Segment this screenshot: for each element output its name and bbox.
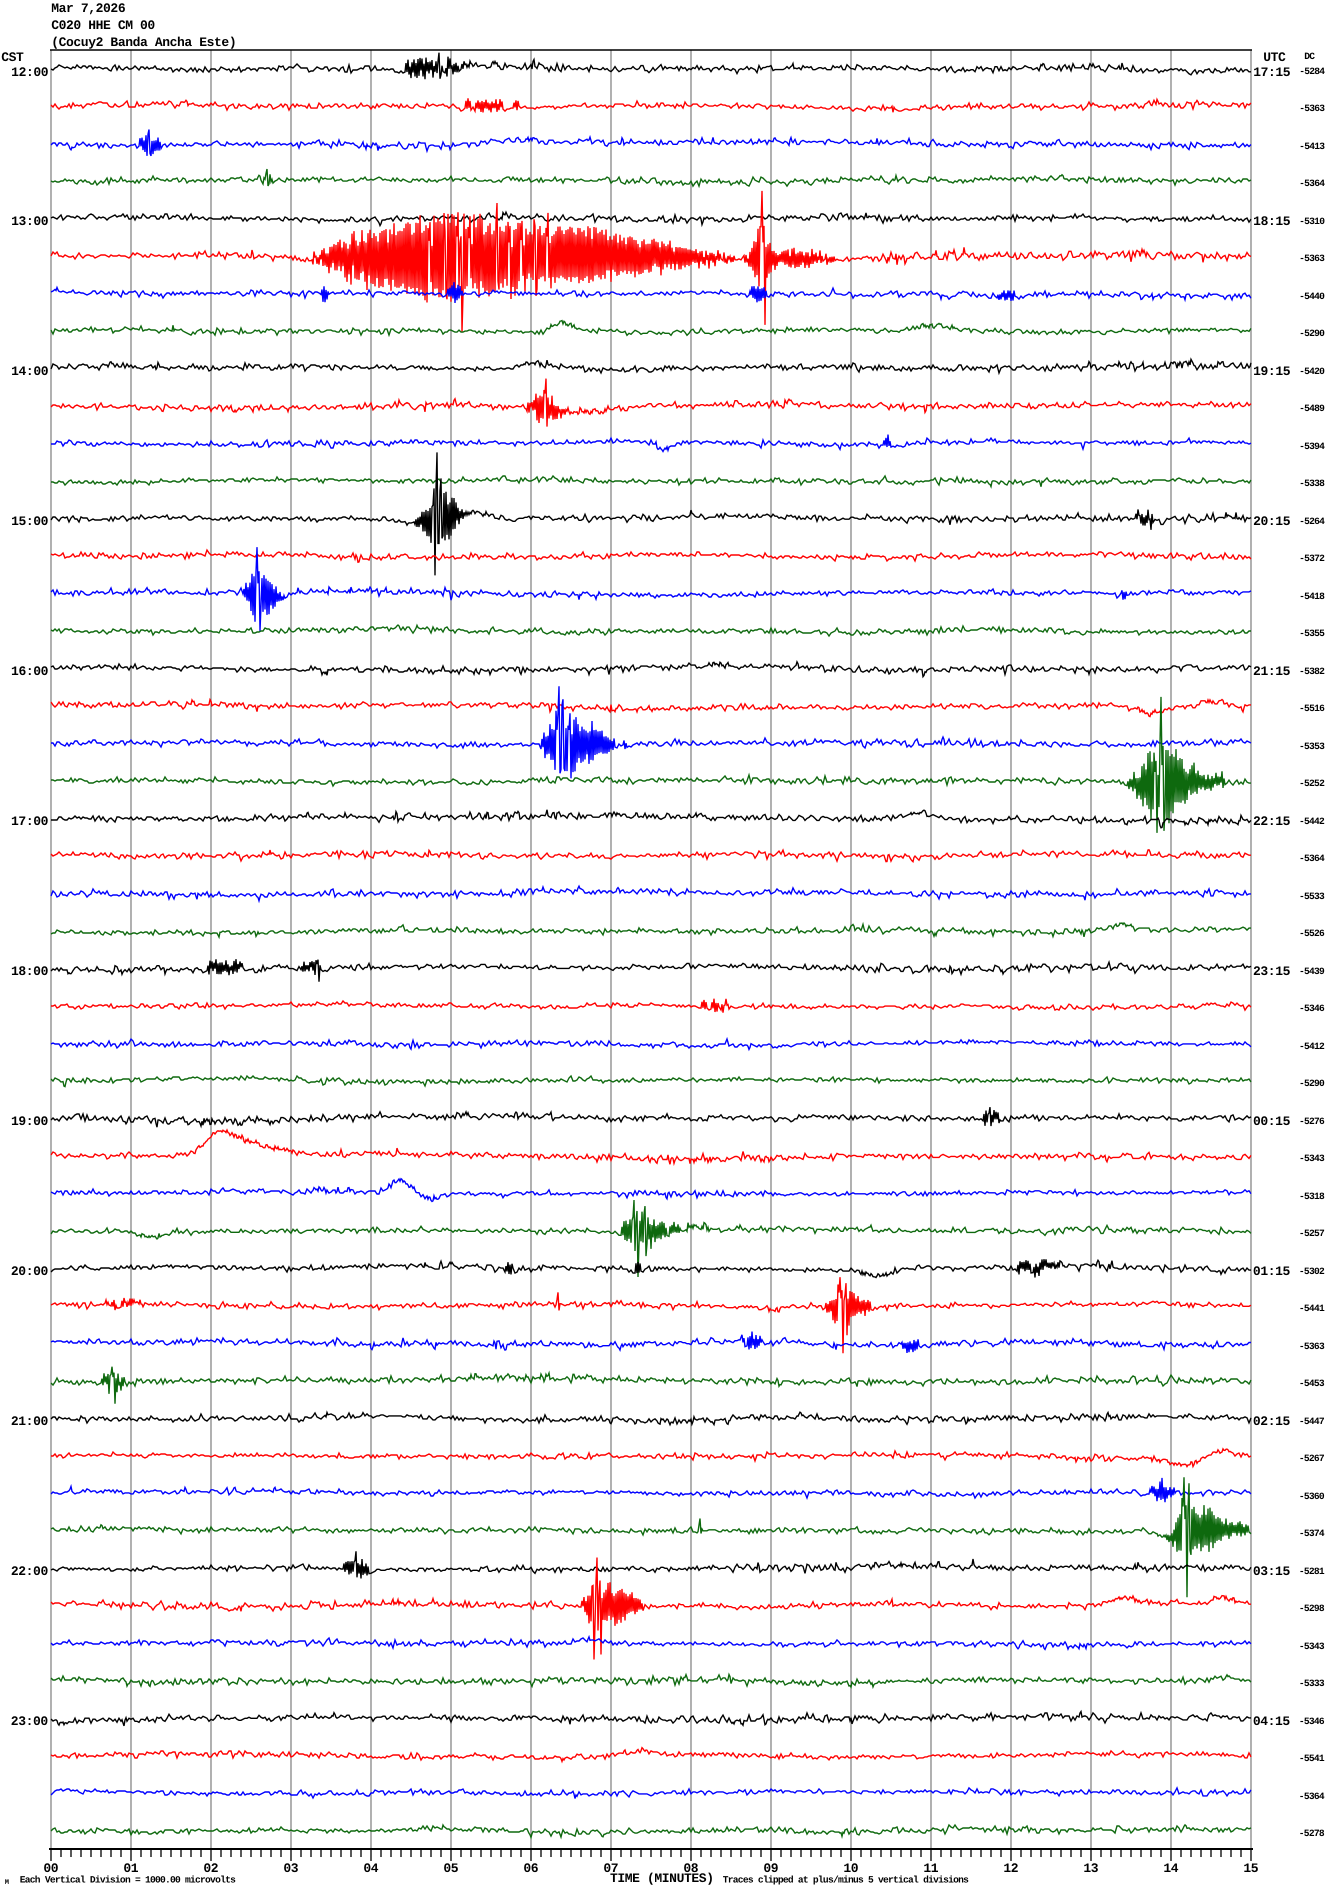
svg-text:C020 HHE CM 00: C020 HHE CM 00: [51, 18, 155, 33]
svg-text:11: 11: [923, 1861, 938, 1876]
svg-text:08: 08: [683, 1861, 698, 1876]
svg-text:-5343: -5343: [1299, 1153, 1325, 1164]
svg-text:-5418: -5418: [1299, 591, 1325, 602]
svg-text:-5489: -5489: [1299, 403, 1325, 414]
svg-text:-5363: -5363: [1299, 103, 1325, 114]
svg-text:M: M: [5, 1879, 9, 1887]
svg-text:-5318: -5318: [1299, 1191, 1325, 1202]
svg-text:20:15: 20:15: [1253, 514, 1291, 529]
svg-text:17:15: 17:15: [1253, 65, 1291, 80]
svg-text:-5364: -5364: [1299, 853, 1325, 864]
svg-text:18:15: 18:15: [1253, 214, 1291, 229]
svg-text:-5394: -5394: [1299, 441, 1325, 452]
svg-text:14: 14: [1163, 1861, 1178, 1876]
svg-text:-5310: -5310: [1299, 216, 1325, 227]
svg-text:01:15: 01:15: [1253, 1264, 1291, 1279]
svg-text:-5252: -5252: [1299, 778, 1325, 789]
svg-text:Each Vertical Division = 1000.: Each Vertical Division = 1000.00 microvo…: [20, 1874, 236, 1885]
svg-text:02: 02: [203, 1861, 218, 1876]
svg-text:04: 04: [363, 1861, 378, 1876]
svg-text:04:15: 04:15: [1253, 1714, 1291, 1729]
svg-text:15: 15: [1243, 1861, 1258, 1876]
svg-text:UTC: UTC: [1263, 50, 1286, 65]
svg-text:09: 09: [763, 1861, 778, 1876]
svg-text:-5372: -5372: [1299, 553, 1325, 564]
svg-text:-5516: -5516: [1299, 703, 1325, 714]
svg-text:23:15: 23:15: [1253, 964, 1291, 979]
svg-text:03: 03: [283, 1861, 298, 1876]
svg-text:(Cocuy2 Banda Ancha Este): (Cocuy2 Banda Ancha Este): [51, 35, 236, 50]
svg-text:21:00: 21:00: [11, 1414, 49, 1429]
svg-text:01: 01: [123, 1861, 138, 1876]
svg-text:-5363: -5363: [1299, 253, 1325, 264]
svg-text:19:00: 19:00: [11, 1114, 49, 1129]
svg-text:-5257: -5257: [1299, 1228, 1325, 1239]
svg-text:-5382: -5382: [1299, 666, 1325, 677]
svg-text:15:00: 15:00: [11, 514, 49, 529]
svg-text:13: 13: [1083, 1861, 1098, 1876]
svg-text:03:15: 03:15: [1253, 1564, 1291, 1579]
svg-text:-5363: -5363: [1299, 1341, 1325, 1352]
svg-text:00: 00: [43, 1861, 58, 1876]
svg-text:-5541: -5541: [1299, 1753, 1325, 1764]
svg-text:-5353: -5353: [1299, 741, 1325, 752]
svg-text:-5264: -5264: [1299, 516, 1325, 527]
svg-text:-5420: -5420: [1299, 366, 1325, 377]
svg-text:-5333: -5333: [1299, 1678, 1325, 1689]
svg-text:-5267: -5267: [1299, 1453, 1325, 1464]
svg-text:-5276: -5276: [1299, 1116, 1325, 1127]
svg-text:-5447: -5447: [1299, 1416, 1325, 1427]
svg-text:-5374: -5374: [1299, 1528, 1325, 1539]
svg-text:-5441: -5441: [1299, 1303, 1325, 1314]
svg-text:10: 10: [843, 1861, 858, 1876]
svg-text:14:00: 14:00: [11, 364, 49, 379]
svg-text:DC: DC: [1304, 51, 1315, 62]
svg-text:19:15: 19:15: [1253, 364, 1291, 379]
svg-text:-5364: -5364: [1299, 1791, 1325, 1802]
svg-text:-5533: -5533: [1299, 891, 1325, 902]
svg-text:CST: CST: [1, 50, 24, 65]
svg-text:00:15: 00:15: [1253, 1114, 1291, 1129]
svg-text:-5290: -5290: [1299, 1078, 1325, 1089]
svg-text:-5355: -5355: [1299, 628, 1325, 639]
svg-text:-5346: -5346: [1299, 1003, 1325, 1014]
svg-text:18:00: 18:00: [11, 964, 49, 979]
svg-text:-5360: -5360: [1299, 1491, 1325, 1502]
svg-text:-5440: -5440: [1299, 291, 1325, 302]
svg-text:-5284: -5284: [1299, 66, 1325, 77]
svg-text:05: 05: [443, 1861, 458, 1876]
svg-text:20:00: 20:00: [11, 1264, 49, 1279]
svg-text:-5281: -5281: [1299, 1566, 1325, 1577]
svg-text:22:00: 22:00: [11, 1564, 49, 1579]
svg-text:-5278: -5278: [1299, 1828, 1325, 1839]
svg-text:-5343: -5343: [1299, 1641, 1325, 1652]
svg-text:-5413: -5413: [1299, 141, 1325, 152]
svg-text:Mar 7,2026: Mar 7,2026: [51, 1, 126, 16]
svg-text:-5290: -5290: [1299, 328, 1325, 339]
svg-text:13:00: 13:00: [11, 214, 49, 229]
svg-text:-5346: -5346: [1299, 1716, 1325, 1727]
svg-text:16:00: 16:00: [11, 664, 49, 679]
svg-text:-5442: -5442: [1299, 816, 1325, 827]
svg-text:07: 07: [603, 1861, 618, 1876]
svg-text:TIME (MINUTES): TIME (MINUTES): [610, 1871, 714, 1886]
svg-text:-5526: -5526: [1299, 928, 1325, 939]
svg-text:-5298: -5298: [1299, 1603, 1325, 1614]
svg-text:Traces clipped at plus/minus 5: Traces clipped at plus/minus 5 vertical …: [723, 1875, 969, 1886]
svg-text:12:00: 12:00: [11, 65, 49, 80]
svg-text:-5412: -5412: [1299, 1041, 1325, 1052]
svg-text:-5302: -5302: [1299, 1266, 1325, 1277]
svg-text:02:15: 02:15: [1253, 1414, 1291, 1429]
svg-text:22:15: 22:15: [1253, 814, 1291, 829]
svg-text:21:15: 21:15: [1253, 664, 1291, 679]
svg-text:-5453: -5453: [1299, 1378, 1325, 1389]
svg-text:12: 12: [1003, 1861, 1018, 1876]
svg-text:17:00: 17:00: [11, 814, 49, 829]
svg-text:-5338: -5338: [1299, 478, 1325, 489]
svg-text:-5364: -5364: [1299, 178, 1325, 189]
svg-text:06: 06: [523, 1861, 538, 1876]
svg-text:23:00: 23:00: [11, 1714, 49, 1729]
svg-text:-5439: -5439: [1299, 966, 1325, 977]
